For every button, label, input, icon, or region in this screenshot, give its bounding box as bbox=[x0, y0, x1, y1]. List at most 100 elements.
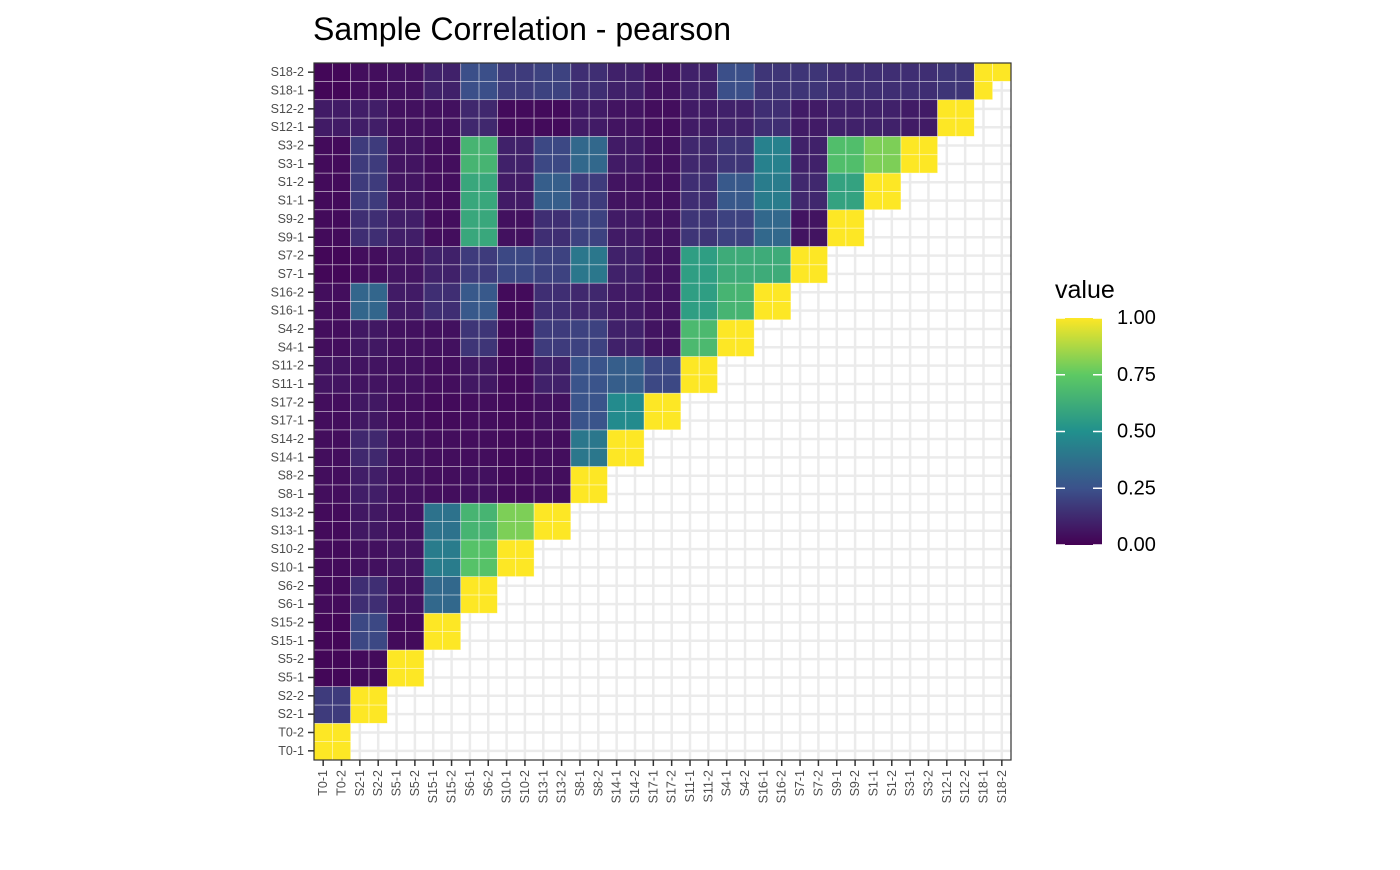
heatmap-cell: S4-2 / S9-2: 0.2 bbox=[735, 209, 755, 229]
heatmap-cell: S8-1 / S17-2: 0.26 bbox=[570, 392, 590, 412]
heatmap-cell: S7-2 / S12-1: 0.08 bbox=[808, 117, 828, 137]
heatmap-cell: S15-2 / S8-1: 0.04 bbox=[442, 484, 462, 504]
heatmap-cell: S10-2 / S18-1: 0.18 bbox=[515, 80, 535, 101]
heatmap-cell: S15-1 / S12-1: 0.05 bbox=[423, 117, 443, 137]
heatmap-cell: S5-2 / S11-2: 0.05 bbox=[405, 356, 425, 376]
heatmap-cell: S10-2 / S16-1: 0.03 bbox=[515, 301, 535, 321]
heatmap-cell: S17-2 / S11-2: 0.22 bbox=[662, 356, 682, 376]
heatmap-cell: T0-2 / S3-1: 0.03 bbox=[331, 154, 352, 174]
heatmap-cell: S13-1 / S8-2: 0.04 bbox=[533, 466, 553, 486]
heatmap-cell: S17-1 / S3-1: 0.05 bbox=[643, 154, 663, 174]
heatmap-cell: S3-1 / S12-1: 0.08 bbox=[900, 117, 920, 137]
heatmap-cell: S15-2 / S14-1: 0.04 bbox=[442, 447, 462, 467]
heatmap-cell: S8-2 / S17-1: 0.26 bbox=[588, 411, 608, 431]
heatmap-cell: S14-1 / S3-1: 0.08 bbox=[607, 154, 627, 174]
heatmap-cell: T0-2 / S8-2: 0.04 bbox=[331, 466, 352, 486]
heatmap-cell: S6-1 / S4-1: 0.16 bbox=[460, 337, 480, 357]
heatmap-cell: S16-1 / S7-2: 0.62 bbox=[753, 246, 773, 266]
heatmap-cell: S8-2 / S12-1: 0.08 bbox=[588, 117, 608, 137]
heatmap-cell: S2-2 / S1-2: 0.18 bbox=[368, 172, 388, 192]
heatmap-cell: S13-2 / S8-1: 0.04 bbox=[552, 484, 572, 504]
heatmap-cell: S17-1 / S18-2: 0.06 bbox=[643, 62, 663, 82]
heatmap-cell: S8-1 / S1-2: 0.18 bbox=[570, 172, 590, 192]
heatmap-cell: S10-1 / S8-2: 0.03 bbox=[497, 466, 517, 486]
heatmap-cell: S14-2 / S17-2: 0.48 bbox=[625, 392, 645, 412]
heatmap-cell: S14-2 / S4-2: 0.1 bbox=[625, 319, 645, 339]
heatmap-cell: S2-2 / S12-2: 0.09 bbox=[368, 99, 388, 119]
heatmap-cell: S4-1 / S1-1: 0.28 bbox=[717, 191, 737, 211]
heatmap-cell: S14-2 / S1-1: 0.06 bbox=[625, 191, 645, 211]
heatmap-cell: T0-2 / S3-2: 0.03 bbox=[331, 136, 352, 156]
heatmap-cell: S6-2 / S12-1: 0.12 bbox=[478, 117, 498, 137]
heatmap-cell: T0-2 / S13-1: 0.03 bbox=[331, 521, 352, 541]
heatmap-cell: S11-2 / S7-2: 0.56 bbox=[698, 246, 718, 266]
heatmap-cell: S2-1 / S11-2: 0.06 bbox=[350, 356, 370, 376]
heatmap-cell: S8-1 / S7-1: 0.4 bbox=[570, 264, 590, 284]
heatmap-cell: S5-2 / S13-2: 0.05 bbox=[405, 502, 425, 522]
heatmap-cell: S9-2 / S12-1: 0.1 bbox=[845, 117, 865, 137]
heatmap-cell: S6-1 / S8-1: 0.05 bbox=[460, 484, 480, 504]
heatmap-cell: S10-1 / S8-1: 0.03 bbox=[497, 484, 517, 504]
heatmap-cell: S2-2 / S3-2: 0.18 bbox=[368, 136, 388, 156]
heatmap-cell: S17-2 / S11-1: 0.22 bbox=[662, 374, 682, 394]
heatmap-cell: S7-2 / S9-1: 0.06 bbox=[808, 227, 828, 247]
heatmap-cell: S5-1 / S10-1: 0.06 bbox=[387, 557, 407, 577]
heatmap-cell: S7-1 / S1-2: 0.12 bbox=[790, 172, 810, 192]
heatmap-cell: S13-2 / S17-2: 0.05 bbox=[552, 392, 572, 412]
heatmap-cell: S3-1 / S18-2: 0.14 bbox=[900, 62, 920, 82]
heatmap-cell: S17-2 / S1-2: 0.05 bbox=[662, 172, 682, 192]
heatmap-cell: S4-2 / S16-1: 0.66 bbox=[735, 301, 755, 321]
heatmap-cell: T0-1 / S7-1: 0.02 bbox=[313, 264, 333, 284]
heatmap-cell: S15-1 / S14-1: 0.04 bbox=[423, 447, 443, 467]
heatmap-cell: S4-1 / S7-1: 0.62 bbox=[717, 264, 737, 284]
x-axis-tick-label: S16-2 bbox=[775, 770, 789, 803]
heatmap-cell: S10-2 / S10-1: 1 bbox=[515, 557, 535, 577]
heatmap-cell: S4-2 / S3-2: 0.16 bbox=[735, 136, 755, 156]
heatmap-cell: S14-1 / S7-1: 0.1 bbox=[607, 264, 627, 284]
heatmap-cell: S2-2 / S4-1: 0.07 bbox=[368, 337, 388, 357]
heatmap-cell: S8-1 / S14-1: 0.4 bbox=[570, 447, 590, 467]
heatmap-cell: S7-1 / S7-1: 1 bbox=[790, 264, 810, 284]
y-axis-tick-label: S9-2 bbox=[278, 212, 304, 226]
heatmap-cell: S16-2 / S9-1: 0.34 bbox=[772, 227, 792, 247]
heatmap-cell: S11-2 / S3-2: 0.12 bbox=[698, 136, 718, 156]
heatmap-cell: S15-2 / S18-1: 0.1 bbox=[442, 80, 462, 101]
heatmap-cell: S15-2 / S15-1: 1 bbox=[442, 631, 462, 651]
plot-area: T0-1 / T0-1: 1T0-1 / T0-2: 1T0-1 / S2-1:… bbox=[271, 62, 1012, 803]
heatmap-cell: T0-2 / S4-1: 0.04 bbox=[331, 337, 352, 357]
heatmap-cell: T0-2 / S18-1: 0.02 bbox=[331, 80, 352, 101]
heatmap-cell: S13-1 / S12-2: 0.03 bbox=[533, 99, 553, 119]
heatmap-cell: S3-2 / S18-2: 0.14 bbox=[918, 62, 938, 82]
heatmap-cell: S4-2 / S1-2: 0.28 bbox=[735, 172, 755, 192]
heatmap-cell: S10-1 / S7-2: 0.22 bbox=[497, 246, 517, 266]
heatmap-cell: S13-2 / S8-2: 0.04 bbox=[552, 466, 572, 486]
x-axis-tick-label: S1-2 bbox=[885, 770, 899, 796]
heatmap-cell: S15-1 / S12-2: 0.05 bbox=[423, 99, 443, 119]
heatmap-cell: S2-2 / S16-1: 0.33 bbox=[368, 301, 388, 321]
heatmap-cell: S11-1 / S11-2: 1 bbox=[680, 356, 700, 376]
heatmap-cell: T0-2 / S2-2: 0.18 bbox=[331, 686, 352, 706]
heatmap-cell: S12-2 / S18-1: 0.16 bbox=[955, 80, 975, 101]
x-axis-tick-label: S7-1 bbox=[793, 770, 807, 796]
heatmap-cell: S15-2 / S13-2: 0.38 bbox=[442, 502, 462, 522]
heatmap-cell: S14-1 / S17-2: 0.48 bbox=[607, 392, 627, 412]
heatmap-cell: S7-1 / S12-1: 0.08 bbox=[790, 117, 810, 137]
heatmap-cell: S7-2 / S7-2: 1 bbox=[808, 246, 828, 266]
heatmap-cell: S3-2 / S3-1: 1 bbox=[918, 154, 938, 174]
y-axis-tick-label: S6-2 bbox=[278, 579, 304, 593]
heatmap-cell: S2-2 / S7-1: 0.04 bbox=[368, 264, 388, 284]
heatmap-cell: S14-1 / S9-2: 0.08 bbox=[607, 209, 627, 229]
heatmap-cell: S13-2 / S9-2: 0.14 bbox=[552, 209, 572, 229]
heatmap-cell: S14-1 / S18-2: 0.1 bbox=[607, 62, 627, 82]
heatmap-cell: S10-2 / S13-1: 0.8 bbox=[515, 521, 535, 541]
heatmap-cell: S4-1 / S9-2: 0.2 bbox=[717, 209, 737, 229]
heatmap-cell: S8-2 / S16-2: 0.12 bbox=[588, 282, 608, 302]
heatmap-cell: S13-1 / S3-2: 0.22 bbox=[533, 136, 553, 156]
heatmap-cell: S6-1 / S18-1: 0.24 bbox=[460, 80, 480, 101]
heatmap-cell: S3-1 / S18-1: 0.14 bbox=[900, 80, 920, 101]
heatmap-cell: S12-2 / S12-1: 1 bbox=[955, 117, 975, 137]
heatmap-cell: S2-1 / S16-2: 0.33 bbox=[350, 282, 370, 302]
heatmap-cell: S5-2 / S16-2: 0.08 bbox=[405, 282, 425, 302]
heatmap-cell: S13-1 / S14-2: 0.04 bbox=[533, 429, 553, 449]
heatmap-cell: T0-2 / S15-2: 0.02 bbox=[331, 612, 352, 632]
